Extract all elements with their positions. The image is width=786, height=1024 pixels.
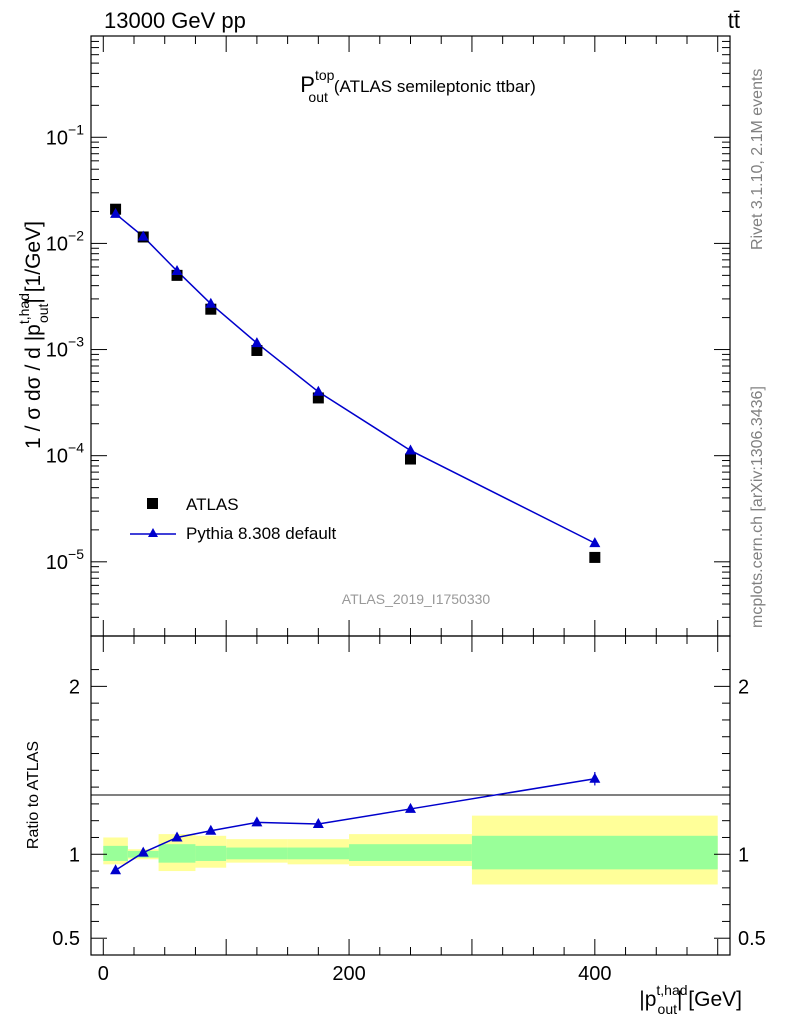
legend-atlas-marker: [147, 498, 158, 509]
pythia-ratio-point: [251, 816, 263, 827]
legend-atlas-label: ATLAS: [186, 495, 239, 514]
main-y-tick-base: 10: [46, 127, 68, 149]
main-y-tick-base: 10: [46, 233, 68, 255]
process-label: tt̄: [728, 8, 740, 33]
pythia-ratio-point: [312, 818, 324, 829]
pythia-ratio-point: [171, 831, 183, 842]
atlas-data-point: [205, 303, 217, 315]
ylabel-unit: | [1/GeV]: [22, 221, 45, 304]
ratio-y-tick-label-right: 2: [738, 676, 749, 698]
pythia-data-point: [589, 537, 601, 548]
xlabel-sub: out: [658, 1001, 678, 1017]
ratio-band-green: [103, 845, 128, 861]
ratio-panel: 2 2 1 1 0.5 0.5 0 200 400 Ratio to ATLAS |pt,had…: [25, 635, 766, 1017]
ratio-ticks: 2 2 1 1 0.5 0.5 0 200 400: [52, 636, 766, 985]
main-y-tick-exp: −4: [68, 440, 84, 456]
ylabel-sub: out: [35, 303, 51, 323]
main-frame: [90, 35, 731, 637]
pythia-ratio-point: [110, 864, 122, 875]
atlas-data-point: [312, 392, 324, 404]
ratio-y-tick-label: 0.5: [52, 928, 80, 950]
legend: ATLAS Pythia 8.308 default: [130, 495, 337, 543]
ratio-y-tick-label: 1: [69, 844, 80, 866]
x-tick-label: 0: [98, 963, 109, 985]
title-main: P: [300, 72, 315, 97]
pythia-ratio-point: [405, 802, 416, 813]
ratio-band-green: [226, 847, 288, 860]
main-y-tick-base: 10: [46, 446, 68, 468]
atlas-data-point: [171, 269, 183, 281]
ratio-y-tick-label-right: 0.5: [738, 928, 766, 950]
plot-title: Ptop out (ATLAS semileptonic ttbar): [300, 67, 536, 105]
pythia-ratio-line: [115, 777, 595, 871]
atlas-data-point: [589, 551, 601, 563]
mcplots-label: mcplots.cern.ch [arXiv:1306.3436]: [749, 386, 766, 628]
ratio-bands-layer: [103, 815, 718, 885]
main-series-layer: [110, 203, 601, 563]
pythia-ratio-point: [205, 824, 217, 835]
main-panel: 10−110−210−310−410−5 Ptop out(ATLAS semil…: [16, 35, 731, 637]
pythia-main-line: [115, 213, 596, 544]
main-y-tick-exp: −5: [68, 546, 84, 562]
main-y-tick-label: 10−5: [46, 546, 84, 574]
main-y-tick-label: 10−1: [46, 121, 84, 149]
x-tick-label: 200: [332, 963, 365, 985]
ratio-series-layer: [110, 771, 601, 875]
ratio-band-green: [158, 844, 196, 863]
title-rest: (ATLAS semileptonic ttbar): [334, 77, 536, 96]
main-y-tick-exp: −3: [68, 334, 84, 350]
xlabel-main: |p: [639, 988, 656, 1011]
ratio-y-axis-label: Ratio to ATLAS: [25, 741, 42, 849]
ratio-band-green: [287, 847, 350, 860]
main-y-axis-label: 1 / σ dσ / d |pt,had out| [1/GeV]: [16, 221, 51, 449]
ratio-band-green: [471, 835, 718, 870]
ratio-y-tick-label: 2: [69, 676, 80, 698]
main-y-tick-label: 10−2: [46, 227, 84, 255]
main-y-tick-label: 10−3: [46, 334, 84, 362]
main-ticks: 10−110−210−310−410−5: [46, 35, 730, 637]
pythia-data-point: [251, 337, 263, 348]
x-axis-label: |pt,had out| [GeV]: [639, 982, 742, 1017]
pythia-ratio-point: [137, 846, 149, 857]
ratio-band-green: [195, 845, 227, 861]
pythia-data-point: [110, 207, 122, 218]
atlas-data-point: [251, 344, 263, 356]
pythia-data-point: [205, 297, 217, 308]
main-y-tick-label: 10−4: [46, 440, 84, 468]
main-y-tick-base: 10: [46, 552, 68, 574]
ratio-band-green: [349, 844, 472, 861]
pythia-data-point: [137, 230, 149, 241]
ratio-y-tick-label-right: 1: [738, 844, 749, 866]
pythia-data-point: [171, 264, 183, 275]
main-y-tick-exp: −2: [68, 227, 84, 243]
energy-label: 13000 GeV pp: [104, 8, 246, 33]
pythia-data-point: [405, 444, 416, 455]
legend-pythia-marker: [148, 528, 158, 537]
main-y-tick-exp: −1: [68, 121, 84, 137]
main-y-tick-base: 10: [46, 340, 68, 362]
title-sup: top: [315, 67, 335, 83]
xlabel-sup: t,had: [656, 982, 687, 998]
rivet-version-label: Rivet 3.1.10, 2.1M events: [749, 69, 766, 250]
xlabel-unit: | [GeV]: [677, 988, 742, 1011]
x-tick-label: 400: [578, 963, 611, 985]
atlas-data-point: [405, 453, 416, 465]
pythia-ratio-point: [589, 772, 601, 783]
pythia-data-point: [312, 385, 324, 396]
ylabel-sup: t,had: [16, 293, 32, 324]
analysis-watermark: ATLAS_2019_I1750330: [342, 591, 491, 607]
title-sub: out: [308, 89, 328, 105]
legend-pythia-label: Pythia 8.308 default: [186, 524, 337, 543]
ylabel-main: 1 / σ dσ / d |p: [22, 324, 45, 449]
